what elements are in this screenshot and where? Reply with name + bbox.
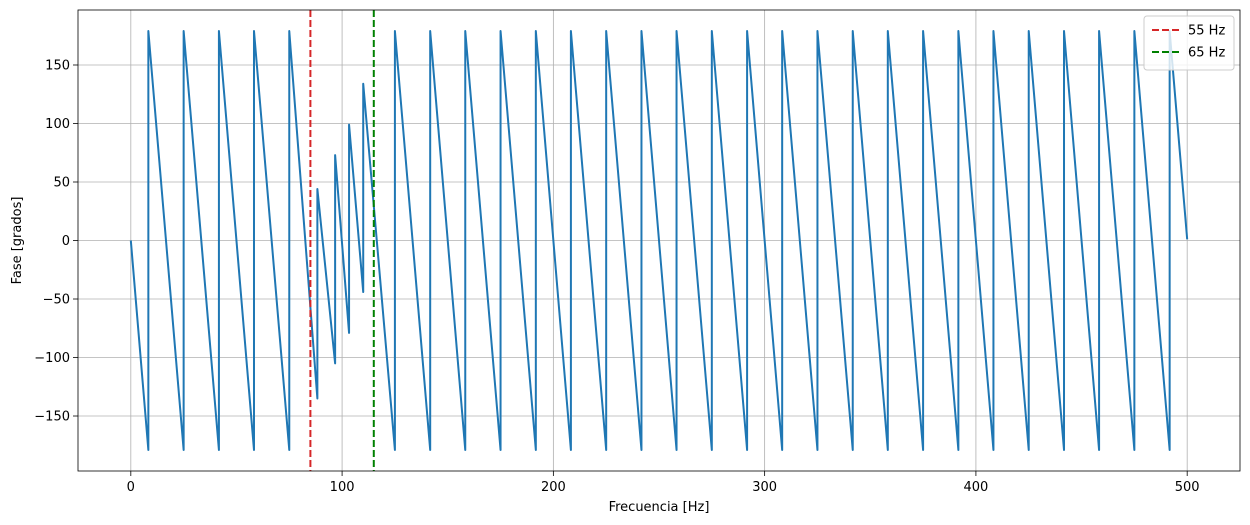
x-axis-ticks: 0 100 200 300 400 500 (127, 471, 1200, 495)
y-axis-ticks: −150 −100 −50 0 50 100 150 (34, 58, 78, 425)
vline-layer (309, 10, 375, 471)
y-tick-label: 0 (62, 234, 70, 249)
x-axis-label: Frecuencia [Hz] (609, 500, 710, 515)
x-tick-label: 300 (752, 480, 777, 495)
legend: 55 Hz 65 Hz (1143, 15, 1235, 71)
x-tick-label: 200 (541, 480, 566, 495)
y-tick-label: −50 (43, 293, 70, 308)
phase-series-line (129, 30, 1189, 451)
y-tick-label: 150 (45, 58, 70, 73)
y-tick-label: −100 (34, 351, 70, 366)
y-axis-label: Fase [grados] (10, 197, 25, 285)
x-tick-label: 0 (127, 480, 135, 495)
legend-label: 65 Hz (1188, 46, 1225, 61)
series-layer (129, 30, 1189, 451)
y-tick-label: 100 (45, 117, 70, 132)
y-tick-label: −150 (34, 410, 70, 425)
y-tick-label: 50 (53, 175, 70, 190)
x-tick-label: 100 (330, 480, 355, 495)
legend-label: 55 Hz (1188, 24, 1225, 39)
x-tick-label: 500 (1175, 480, 1200, 495)
x-tick-label: 400 (963, 480, 988, 495)
